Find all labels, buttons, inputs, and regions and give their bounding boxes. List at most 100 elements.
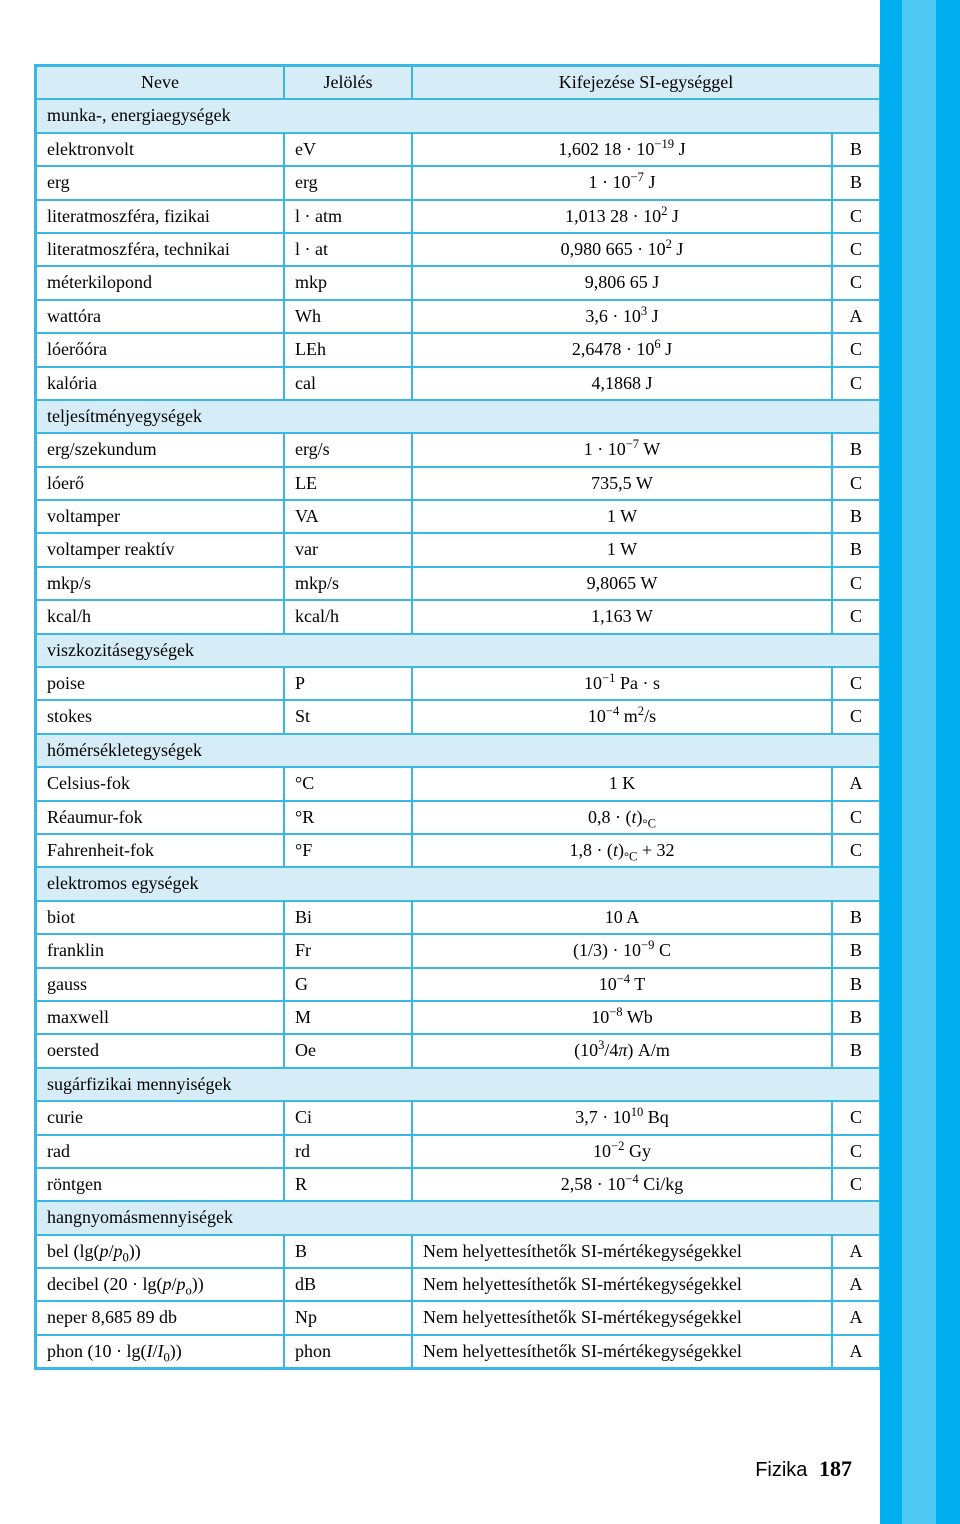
cell-value: 1 W: [412, 500, 832, 533]
table-row: lóerőLE735,5 WC: [36, 467, 880, 500]
table-row: mkp/smkp/s9,8065 WC: [36, 567, 880, 600]
cell-symbol: °C: [284, 767, 412, 800]
cell-category: C: [832, 1101, 880, 1134]
col-header-value: Kifejezése SI-egységgel: [412, 66, 880, 99]
footer: Fizika 187: [755, 1456, 852, 1482]
cell-value: Nem helyettesíthetők SI-mértékegységekke…: [412, 1235, 832, 1268]
cell-symbol: Np: [284, 1301, 412, 1334]
page-content: Neve Jelölés Kifejezése SI-egységgel mun…: [0, 0, 852, 1370]
cell-value: (1/3) · 10−9 C: [412, 934, 832, 967]
cell-symbol: P: [284, 667, 412, 700]
cell-symbol: °F: [284, 834, 412, 867]
cell-value: 10 A: [412, 901, 832, 934]
cell-name: gauss: [36, 968, 284, 1001]
cell-symbol: G: [284, 968, 412, 1001]
cell-symbol: LEh: [284, 333, 412, 366]
table-row: maxwellM10−8 WbB: [36, 1001, 880, 1034]
cell-category: A: [832, 1235, 880, 1268]
section-row: hangnyomásmennyiségek: [36, 1201, 880, 1234]
cell-value: 3,6 · 103 J: [412, 300, 832, 333]
cell-name: Réaumur-fok: [36, 801, 284, 834]
section-row: sugárfizikai mennyiségek: [36, 1068, 880, 1101]
cell-category: A: [832, 300, 880, 333]
section-row: hőmérsékletegységek: [36, 734, 880, 767]
units-table: Neve Jelölés Kifejezése SI-egységgel mun…: [34, 64, 882, 1370]
cell-value: Nem helyettesíthetők SI-mértékegységekke…: [412, 1335, 832, 1368]
cell-symbol: VA: [284, 500, 412, 533]
cell-value: 10−2 Gy: [412, 1135, 832, 1168]
cell-value: 10−4 m2/s: [412, 700, 832, 733]
table-row: lóerőóraLEh2,6478 · 106 JC: [36, 333, 880, 366]
cell-name: kcal/h: [36, 600, 284, 633]
cell-category: A: [832, 1301, 880, 1334]
table-row: phon (10 · lg(I/I0))phonNem helyettesíth…: [36, 1335, 880, 1368]
cell-name: erg: [36, 166, 284, 199]
table-row: röntgenR2,58 · 10−4 Ci/kgC: [36, 1168, 880, 1201]
cell-name: franklin: [36, 934, 284, 967]
table-body: munka-, energiaegységekelektronvolteV1,6…: [36, 99, 880, 1368]
cell-name: lóerőóra: [36, 333, 284, 366]
cell-category: C: [832, 1135, 880, 1168]
cell-value: (103/4π) A/m: [412, 1034, 832, 1067]
cell-name: elektronvolt: [36, 133, 284, 166]
section-title: viszkozitásegységek: [36, 634, 880, 667]
cell-value: 1 · 10−7 J: [412, 166, 832, 199]
table-row: elektronvolteV1,602 18 · 10−19 JB: [36, 133, 880, 166]
cell-name: poise: [36, 667, 284, 700]
cell-name: rad: [36, 1135, 284, 1168]
cell-name: Celsius-fok: [36, 767, 284, 800]
section-title: teljesítményegységek: [36, 400, 880, 433]
cell-category: C: [832, 266, 880, 299]
table-row: voltamper reaktívvar1 WB: [36, 533, 880, 566]
cell-category: B: [832, 133, 880, 166]
cell-category: B: [832, 500, 880, 533]
cell-symbol: Bi: [284, 901, 412, 934]
section-title: hőmérsékletegységek: [36, 734, 880, 767]
cell-category: C: [832, 600, 880, 633]
cell-value: 1,163 W: [412, 600, 832, 633]
cell-category: A: [832, 1335, 880, 1368]
table-row: voltamperVA1 WB: [36, 500, 880, 533]
section-row: munka-, energiaegységek: [36, 99, 880, 132]
section-title: sugárfizikai mennyiségek: [36, 1068, 880, 1101]
footer-label: Fizika: [755, 1459, 807, 1481]
cell-symbol: erg/s: [284, 433, 412, 466]
table-row: Fahrenheit-fok°F1,8 · (t)°C + 32C: [36, 834, 880, 867]
cell-symbol: Oe: [284, 1034, 412, 1067]
cell-symbol: dB: [284, 1268, 412, 1301]
cell-name: kalória: [36, 367, 284, 400]
cell-category: C: [832, 667, 880, 700]
cell-symbol: phon: [284, 1335, 412, 1368]
cell-category: B: [832, 1034, 880, 1067]
cell-name: decibel (20 · lg(p/po)): [36, 1268, 284, 1301]
cell-category: C: [832, 801, 880, 834]
table-row: kcal/hkcal/h1,163 WC: [36, 600, 880, 633]
cell-value: 1,8 · (t)°C + 32: [412, 834, 832, 867]
cell-value: 1 · 10−7 W: [412, 433, 832, 466]
cell-name: mkp/s: [36, 567, 284, 600]
cell-symbol: cal: [284, 367, 412, 400]
cell-name: neper 8,685 89 db: [36, 1301, 284, 1334]
cell-value: 9,8065 W: [412, 567, 832, 600]
cell-category: C: [832, 233, 880, 266]
cell-symbol: R: [284, 1168, 412, 1201]
cell-value: 10−4 T: [412, 968, 832, 1001]
section-row: elektromos egységek: [36, 867, 880, 900]
cell-category: B: [832, 433, 880, 466]
cell-symbol: Wh: [284, 300, 412, 333]
cell-value: 1 K: [412, 767, 832, 800]
table-row: ergerg1 · 10−7 JB: [36, 166, 880, 199]
cell-name: voltamper reaktív: [36, 533, 284, 566]
table-row: kalóriacal4,1868 JC: [36, 367, 880, 400]
section-row: teljesítményegységek: [36, 400, 880, 433]
table-row: oerstedOe(103/4π) A/mB: [36, 1034, 880, 1067]
col-header-name: Neve: [36, 66, 284, 99]
table-row: wattóraWh3,6 · 103 JA: [36, 300, 880, 333]
section-title: elektromos egységek: [36, 867, 880, 900]
cell-category: A: [832, 1268, 880, 1301]
cell-name: biot: [36, 901, 284, 934]
cell-name: lóerő: [36, 467, 284, 500]
cell-name: erg/szekundum: [36, 433, 284, 466]
cell-symbol: °R: [284, 801, 412, 834]
cell-symbol: l · atm: [284, 200, 412, 233]
